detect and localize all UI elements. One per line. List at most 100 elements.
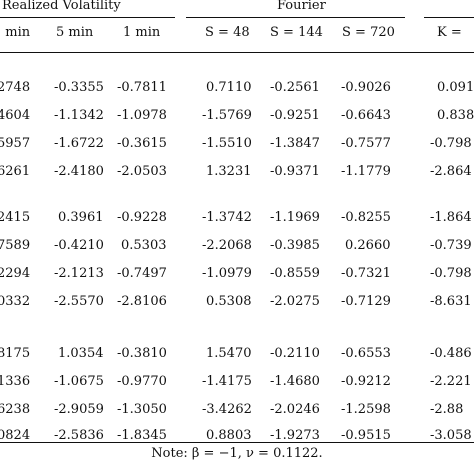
- cell-b1-r3-c1: 5957: [0, 136, 31, 151]
- cell-b1-r2-c1: 4604: [0, 108, 31, 123]
- col-header-5min: 5 min: [56, 25, 94, 40]
- cell-b3-r3-c7: -2.88: [430, 402, 464, 417]
- cell-b1-r2-c2: -1.1342: [54, 108, 104, 123]
- cell-b1-r3-c6: -0.7577: [341, 136, 391, 151]
- cell-b2-r4-c4: 0.5308: [206, 294, 252, 309]
- cell-b3-r3-c5: -2.0246: [270, 402, 320, 417]
- cell-b3-r1-c7: -0.486: [430, 346, 472, 361]
- cell-b2-r3-c7: -0.798: [430, 266, 472, 281]
- cell-b1-r1-c6: -0.9026: [341, 80, 391, 95]
- cell-b2-r1-c5: -1.1969: [270, 210, 320, 225]
- cell-b2-r3-c6: -0.7321: [341, 266, 391, 281]
- cell-b2-r1-c3: -0.9228: [117, 210, 167, 225]
- cell-b3-r1-c6: -0.6553: [341, 346, 391, 361]
- cell-b3-r2-c1: 1336: [0, 374, 31, 389]
- cell-b2-r2-c3: 0.5303: [121, 238, 167, 253]
- cell-b3-r4-c7: -3.058: [430, 428, 472, 443]
- cell-b3-r1-c5: -0.2110: [270, 346, 320, 361]
- cell-b3-r4-c4: 0.8803: [206, 428, 252, 443]
- cell-b3-r2-c3: -0.9770: [117, 374, 167, 389]
- cell-b2-r2-c2: -0.4210: [54, 238, 104, 253]
- col-header-s720: S = 720: [342, 25, 395, 40]
- cell-b3-r2-c2: -1.0675: [54, 374, 104, 389]
- cell-b2-r1-c7: -1.864: [430, 210, 472, 225]
- cell-b2-r4-c5: -2.0275: [270, 294, 320, 309]
- cell-b3-r2-c7: -2.221: [430, 374, 472, 389]
- cell-b1-r3-c5: -1.3847: [270, 136, 320, 151]
- cell-b1-r4-c7: -2.864: [430, 164, 472, 179]
- cell-b1-r2-c3: -1.0978: [117, 108, 167, 123]
- cell-b2-r2-c5: -0.3985: [270, 238, 320, 253]
- cell-b2-r2-c4: -2.2068: [202, 238, 252, 253]
- col-header-s144: S = 144: [270, 25, 323, 40]
- cell-b3-r3-c4: -3.4262: [202, 402, 252, 417]
- cell-b2-r3-c1: 2294: [0, 266, 31, 281]
- cell-b3-r3-c3: -1.3050: [117, 402, 167, 417]
- cell-b3-r4-c6: -0.9515: [341, 428, 391, 443]
- cell-b1-r4-c4: 1.3231: [206, 164, 252, 179]
- cell-b2-r3-c2: -2.1213: [54, 266, 104, 281]
- cell-b2-r1-c6: -0.8255: [341, 210, 391, 225]
- cell-b3-r3-c6: -1.2598: [341, 402, 391, 417]
- cell-b3-r1-c2: 1.0354: [58, 346, 104, 361]
- cell-b1-r3-c4: -1.5510: [202, 136, 252, 151]
- cell-b3-r3-c2: -2.9059: [54, 402, 104, 417]
- cell-b1-r1-c7: 0.091: [437, 80, 474, 95]
- cell-b2-r4-c7: -8.631: [430, 294, 472, 309]
- cell-b2-r2-c7: -0.739: [430, 238, 472, 253]
- cell-b1-r4-c1: 6261: [0, 164, 31, 179]
- table-note: Note: β = −1, ν = 0.1122.: [151, 446, 323, 461]
- cell-b3-r1-c4: 1.5470: [206, 346, 252, 361]
- cell-b2-r1-c4: -1.3742: [202, 210, 252, 225]
- cell-b3-r4-c1: 0824: [0, 428, 31, 443]
- group-rule-realized-volatility: [0, 17, 175, 18]
- cell-b3-r3-c1: 6238: [0, 402, 31, 417]
- col-header-1min: 1 min: [123, 25, 161, 40]
- cell-b1-r3-c2: -1.6722: [54, 136, 104, 151]
- cell-b2-r1-c1: 2415: [0, 210, 31, 225]
- cell-b3-r1-c1: 8175: [0, 346, 31, 361]
- cell-b3-r2-c6: -0.9212: [341, 374, 391, 389]
- cell-b1-r1-c3: -0.7811: [117, 80, 167, 95]
- header-rule: [0, 52, 474, 53]
- cell-b3-r4-c3: -1.8345: [117, 428, 167, 443]
- cell-b1-r4-c3: -2.0503: [117, 164, 167, 179]
- cell-b3-r4-c2: -2.5836: [54, 428, 104, 443]
- group-rule-fourier: [186, 17, 405, 18]
- cell-b1-r1-c5: -0.2561: [270, 80, 320, 95]
- cell-b2-r4-c2: -2.5570: [54, 294, 104, 309]
- cell-b2-r2-c1: 7589: [0, 238, 31, 253]
- cell-b2-r3-c4: -1.0979: [202, 266, 252, 281]
- cell-b1-r4-c5: -0.9371: [270, 164, 320, 179]
- cell-b3-r2-c4: -1.4175: [202, 374, 252, 389]
- bottom-rule: [0, 442, 474, 443]
- cell-b1-r3-c7: -0.798: [430, 136, 472, 151]
- cell-b2-r3-c5: -0.8559: [270, 266, 320, 281]
- cell-b1-r2-c6: -0.6643: [341, 108, 391, 123]
- cell-b1-r2-c4: -1.5769: [202, 108, 252, 123]
- cell-b1-r4-c6: -1.1779: [341, 164, 391, 179]
- group-rule-third: [424, 17, 474, 18]
- cell-b2-r3-c3: -0.7497: [117, 266, 167, 281]
- cell-b2-r2-c6: 0.2660: [345, 238, 391, 253]
- cell-b1-r1-c2: -0.3355: [54, 80, 104, 95]
- cell-b1-r1-c1: 2748: [0, 80, 31, 95]
- cell-b2-r4-c1: 0332: [0, 294, 31, 309]
- cell-b2-r4-c3: -2.8106: [117, 294, 167, 309]
- cell-b2-r4-c6: -0.7129: [341, 294, 391, 309]
- col-header-k: K =: [437, 25, 462, 40]
- cell-b3-r4-c5: -1.9273: [270, 428, 320, 443]
- cell-b1-r2-c5: -0.9251: [270, 108, 320, 123]
- cell-b1-r2-c7: 0.838: [437, 108, 474, 123]
- cell-b2-r1-c2: 0.3961: [58, 210, 104, 225]
- col-header-1: . min: [0, 25, 31, 40]
- group-header-fourier: Fourier: [277, 0, 326, 13]
- cell-b1-r3-c3: -0.3615: [117, 136, 167, 151]
- cell-b1-r4-c2: -2.4180: [54, 164, 104, 179]
- group-header-realized-volatility: Realized Volatility: [2, 0, 121, 13]
- cell-b1-r1-c4: 0.7110: [206, 80, 252, 95]
- cell-b3-r1-c3: -0.3810: [117, 346, 167, 361]
- cell-b3-r2-c5: -1.4680: [270, 374, 320, 389]
- col-header-s48: S = 48: [205, 25, 250, 40]
